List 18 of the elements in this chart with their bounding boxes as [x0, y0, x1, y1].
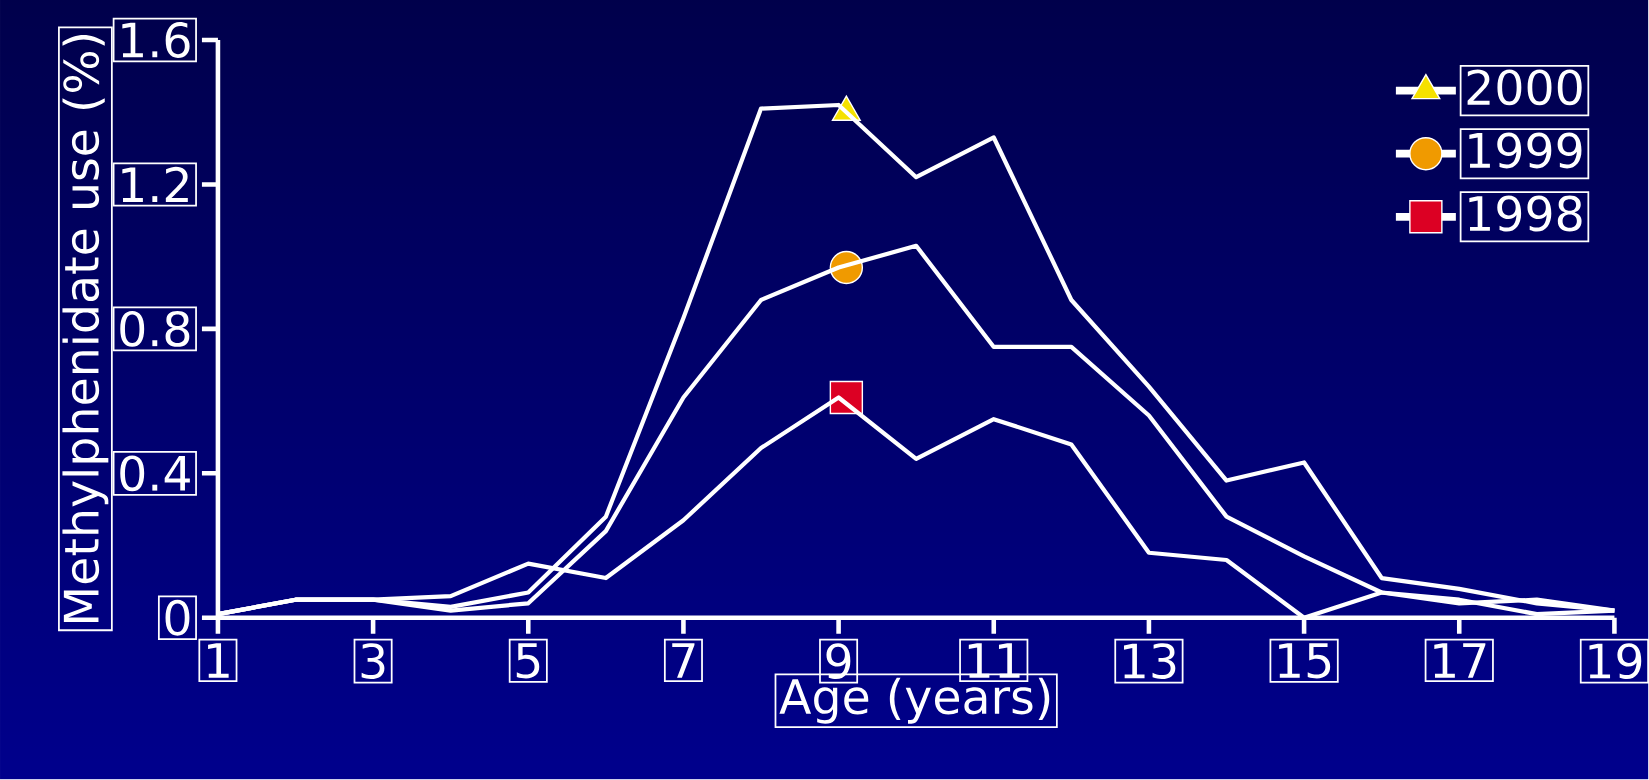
legend-label: 1998 [1469, 195, 1582, 232]
x-tick-label: 3 [361, 643, 385, 680]
x-tick-label: 9 [826, 643, 851, 680]
legend-label: 1999 [1469, 132, 1582, 169]
y-tick-label: 1.2 [122, 166, 188, 203]
x-tick-label: 15 [1279, 643, 1331, 679]
y-axis-title: Methylphenidate use (%) [62, 35, 109, 623]
x-tick-label: 7 [672, 643, 695, 678]
y-tick-label: 1.6 [122, 22, 190, 59]
y-tick-label: 0.4 [120, 455, 190, 492]
x-tick-label: 19 [1589, 643, 1642, 680]
x-tick-label: 17 [1434, 643, 1486, 678]
y-tick-label: 0 [165, 599, 190, 636]
x-tick-label: 13 [1123, 643, 1176, 680]
y-tick-label: 0.8 [120, 311, 190, 347]
legend-label: 2000 [1467, 69, 1582, 106]
x-tick-label: 5 [516, 643, 540, 679]
x-tick-label: 1 [208, 643, 229, 678]
